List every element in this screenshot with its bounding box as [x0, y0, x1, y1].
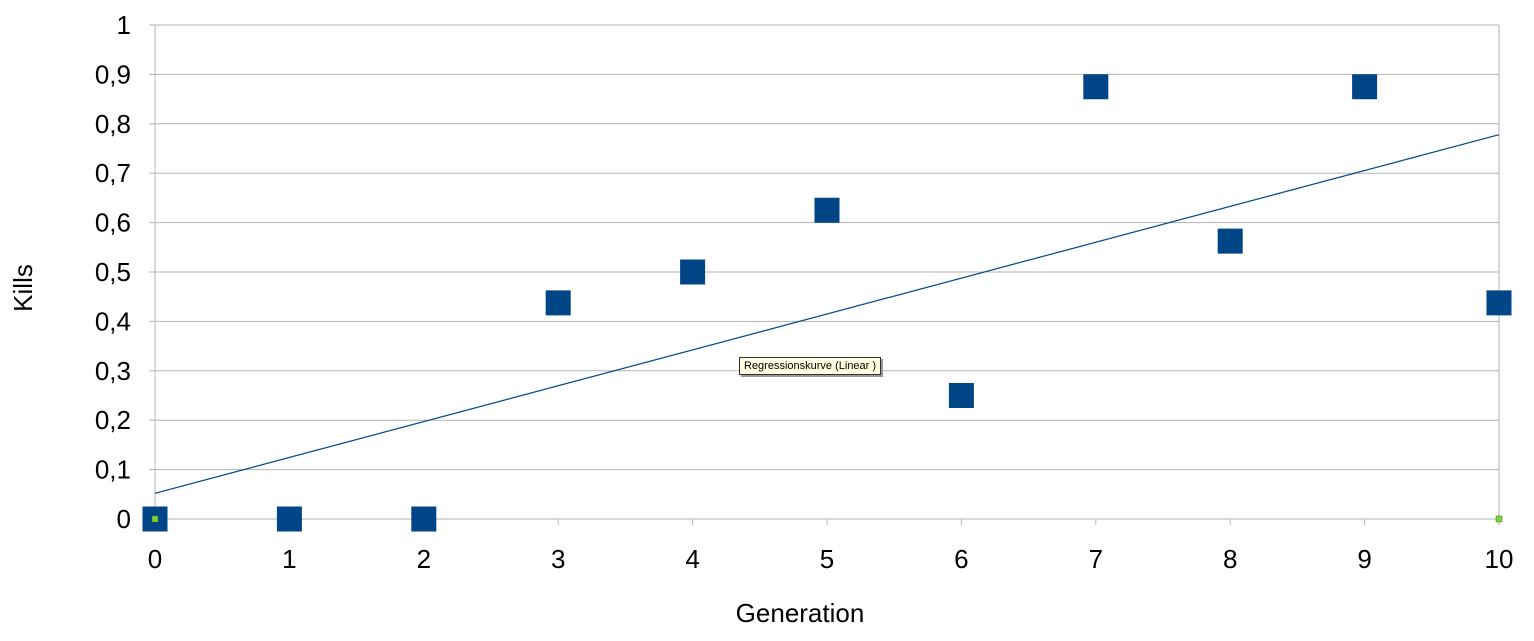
y-tick-label: 0,6	[95, 208, 131, 238]
x-tick-label: 7	[1089, 544, 1103, 574]
selection-handle-1[interactable]	[1495, 515, 1503, 523]
x-tick-label: 6	[954, 544, 968, 574]
regression-line[interactable]	[154, 134, 1500, 494]
data-point[interactable]	[411, 506, 437, 532]
y-tick-label: 0,4	[95, 306, 131, 336]
y-tick-label: 0,9	[95, 59, 131, 89]
y-tick-label: 0,5	[95, 257, 131, 287]
y-tick-label: 0	[117, 504, 131, 534]
data-point[interactable]	[1083, 74, 1109, 100]
x-tick-label: 2	[417, 544, 431, 574]
data-point[interactable]	[948, 383, 974, 408]
data-points[interactable]	[142, 74, 1512, 532]
data-point[interactable]	[276, 506, 302, 532]
x-axis-title: Generation	[736, 598, 865, 628]
y-tick-label: 0,1	[95, 455, 131, 485]
selection-handle-0[interactable]	[151, 515, 159, 523]
data-point[interactable]	[814, 197, 840, 223]
x-tick-label: 9	[1357, 544, 1371, 574]
y-tick-label: 0,7	[95, 158, 131, 188]
x-tick-label: 5	[820, 544, 834, 574]
x-tick-labels: 0 1 2 3 4 5 6 7 8 9 10	[148, 544, 1514, 574]
data-point[interactable]	[1486, 290, 1512, 316]
data-point[interactable]	[545, 290, 571, 316]
x-tick-label: 4	[685, 544, 699, 574]
y-axis-title: Kills	[8, 264, 38, 312]
data-point[interactable]	[1352, 74, 1378, 100]
x-tick-label: 1	[282, 544, 296, 574]
y-tick-label: 0,3	[95, 356, 131, 386]
selection-handles[interactable]	[151, 515, 1503, 523]
trendline[interactable]	[154, 134, 1500, 494]
y-tick-labels: 0 0,1 0,2 0,3 0,4 0,5 0,6 0,7 0,8 0,9 1	[95, 10, 131, 534]
trendline-tooltip: Regressionskurve (Linear )	[739, 357, 882, 375]
x-tick-label: 0	[148, 544, 162, 574]
y-tick-label: 0,2	[95, 405, 131, 435]
data-point[interactable]	[680, 259, 706, 285]
x-tick-label: 10	[1485, 544, 1514, 574]
x-tick-label: 8	[1223, 544, 1237, 574]
axes	[149, 24, 1500, 525]
y-tick-label: 1	[117, 10, 131, 40]
data-point[interactable]	[1217, 228, 1243, 254]
grid-lines	[155, 24, 1500, 520]
y-tick-label: 0,8	[95, 109, 131, 139]
x-tick-label: 3	[551, 544, 565, 574]
